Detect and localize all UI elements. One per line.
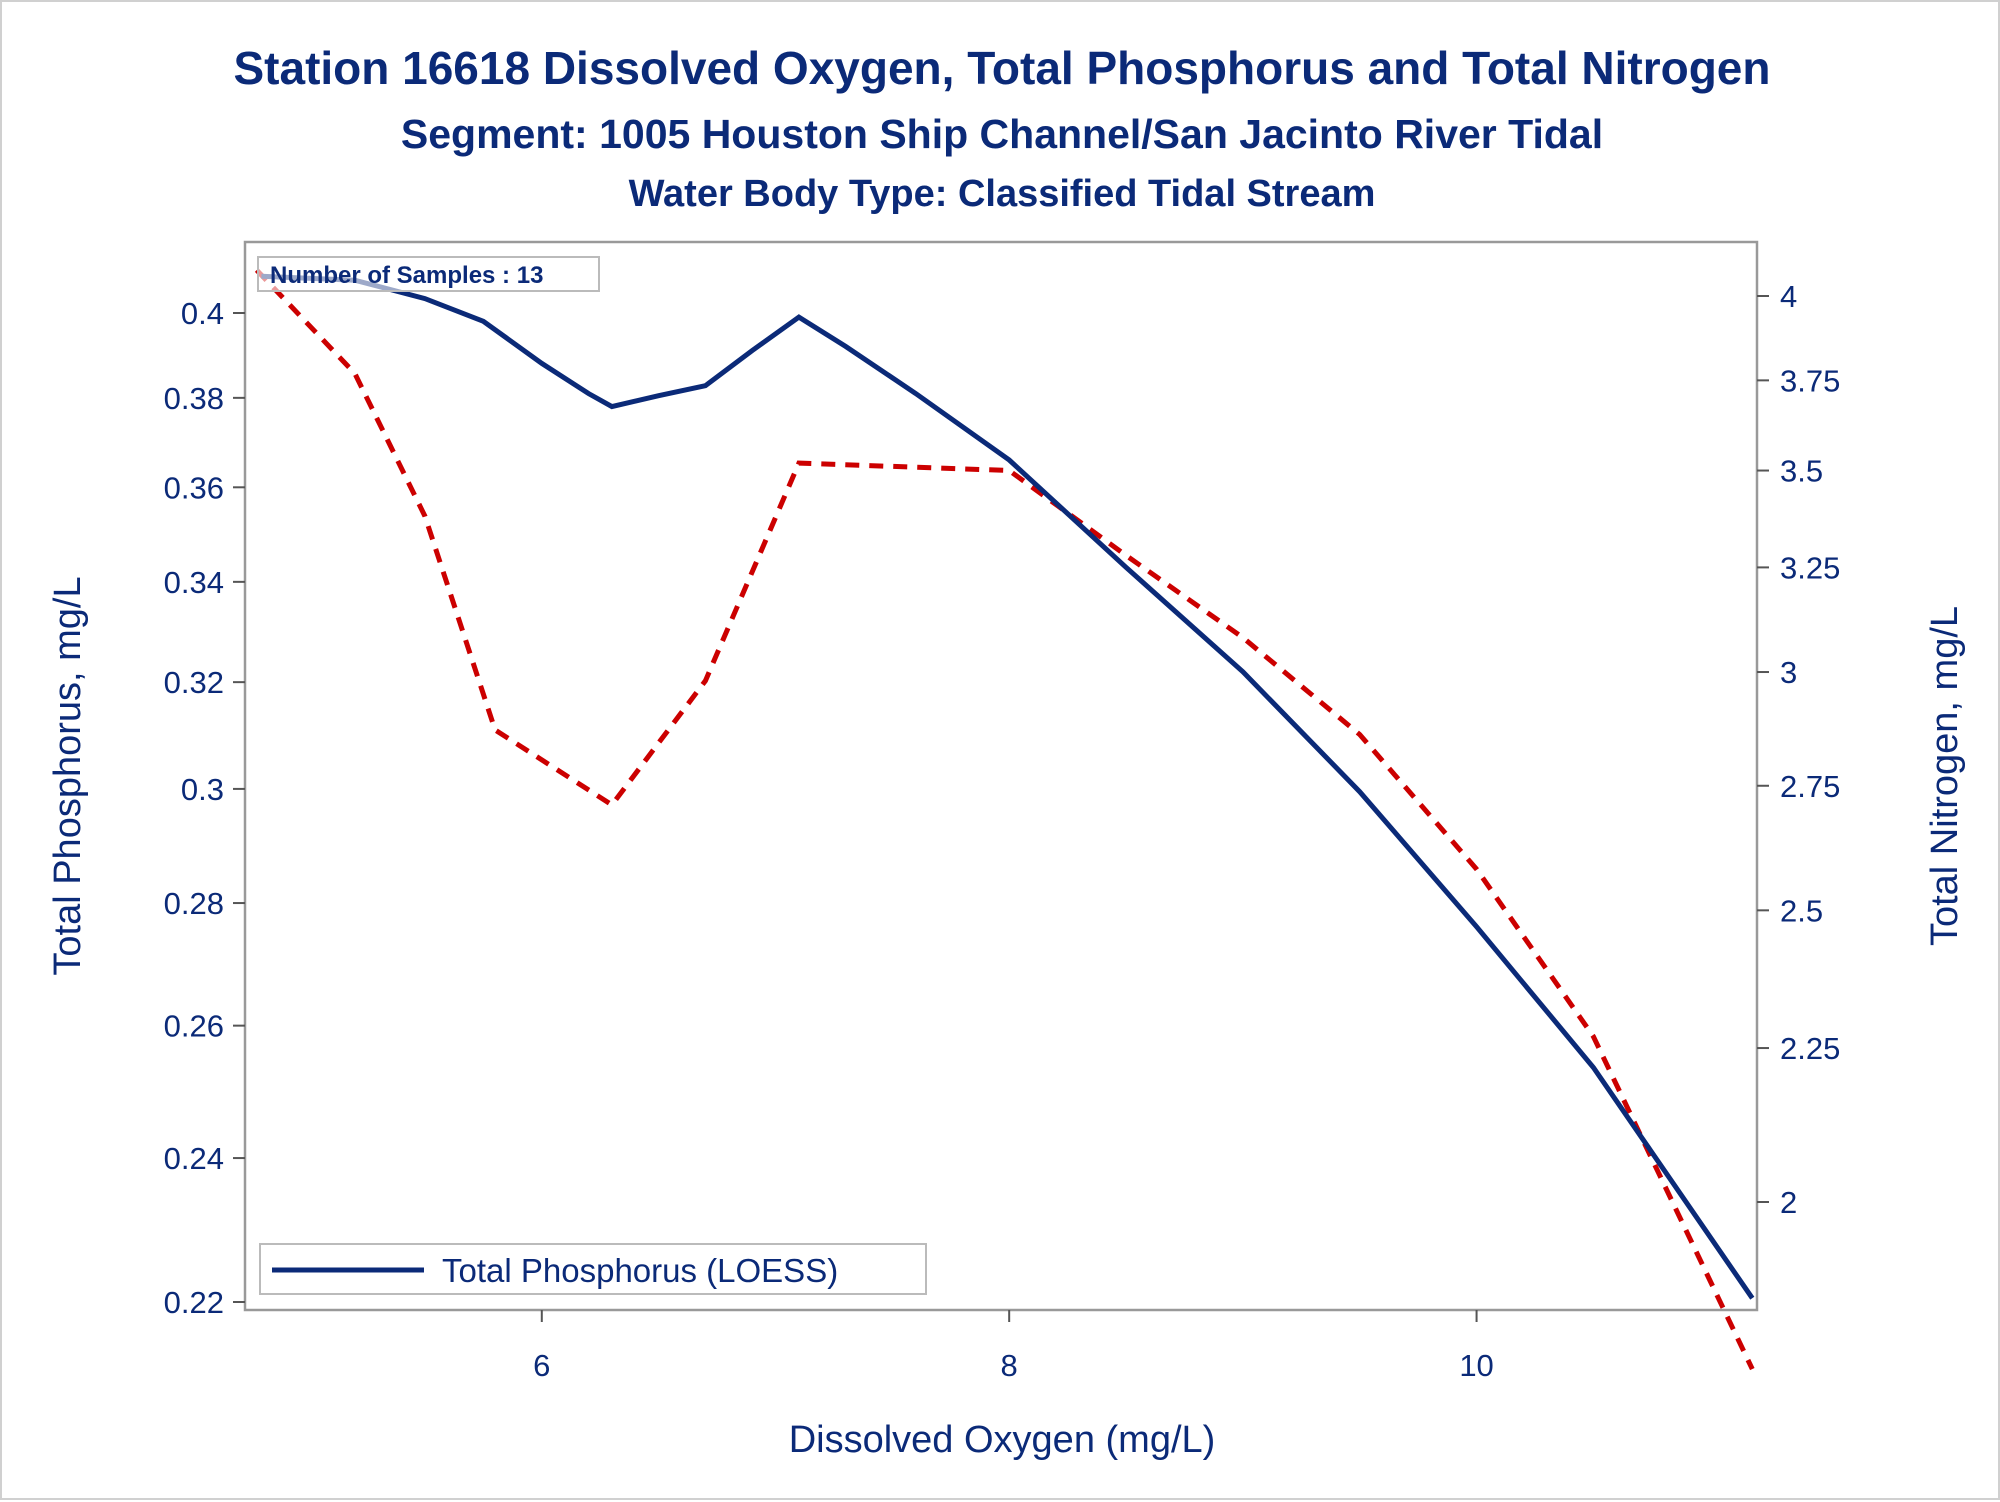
left-tick-label: 0.22 (164, 1285, 224, 1320)
x-axis: 6 8 10 (533, 1310, 1494, 1383)
left-tick-label: 0.24 (164, 1141, 224, 1176)
right-tick-label: 3 (1780, 655, 1797, 690)
x-tick-label: 10 (1459, 1348, 1493, 1383)
chart-subtitle-2: Water Body Type: Classified Tidal Stream (629, 173, 1376, 215)
right-tick-label: 2.25 (1780, 1031, 1840, 1066)
left-tick-label: 0.28 (164, 886, 224, 921)
left-tick-label: 0.34 (164, 565, 224, 600)
chart-subtitle: Segment: 1005 Houston Ship Channel/San J… (401, 111, 1603, 157)
series-total-phosphorus (261, 273, 1755, 1300)
right-tick-label: 3.75 (1780, 363, 1840, 398)
right-tick-label: 3.25 (1780, 550, 1840, 585)
legend-label-phosphorus: Total Phosphorus (LOESS) (442, 1252, 838, 1289)
sample-count-box (257, 256, 600, 292)
left-tick-label: 0.26 (164, 1009, 224, 1044)
plot-area (243, 240, 1759, 1312)
left-axis: 0.22 0.24 0.26 0.28 0.3 0.32 0.34 0.36 0.38 0.4 (164, 296, 245, 1320)
x-tick-label: 6 (533, 1348, 550, 1383)
right-tick-label: 2 (1780, 1185, 1797, 1220)
chart-title: Station 16618 Dissolved Oxygen, Total Ph… (233, 42, 1770, 94)
right-axis: 2 2.25 2.5 2.75 3 3.25 3.5 3.75 4 (1757, 279, 1840, 1220)
left-tick-label: 0.38 (164, 381, 224, 416)
left-tick-label: 0.36 (164, 470, 224, 505)
y-axis-label-right: Total Nitrogen, mg/L (1924, 606, 1966, 946)
left-tick-label: 0.32 (164, 665, 224, 700)
right-tick-label: 4 (1780, 279, 1797, 314)
sample-count-annotation: Number of Samples : 13 (270, 262, 543, 289)
right-tick-label: 2.75 (1780, 769, 1840, 804)
x-tick-label: 8 (1001, 1348, 1018, 1383)
left-tick-label: 0.3 (181, 772, 224, 807)
x-axis-label: Dissolved Oxygen (mg/L) (789, 1419, 1216, 1461)
series-total-nitrogen (254, 268, 1755, 1371)
right-tick-label: 3.5 (1780, 454, 1823, 489)
right-tick-label: 2.5 (1780, 893, 1823, 928)
left-tick-label: 0.4 (181, 296, 224, 331)
y-axis-label-left: Total Phosphorus, mg/L (47, 576, 89, 975)
